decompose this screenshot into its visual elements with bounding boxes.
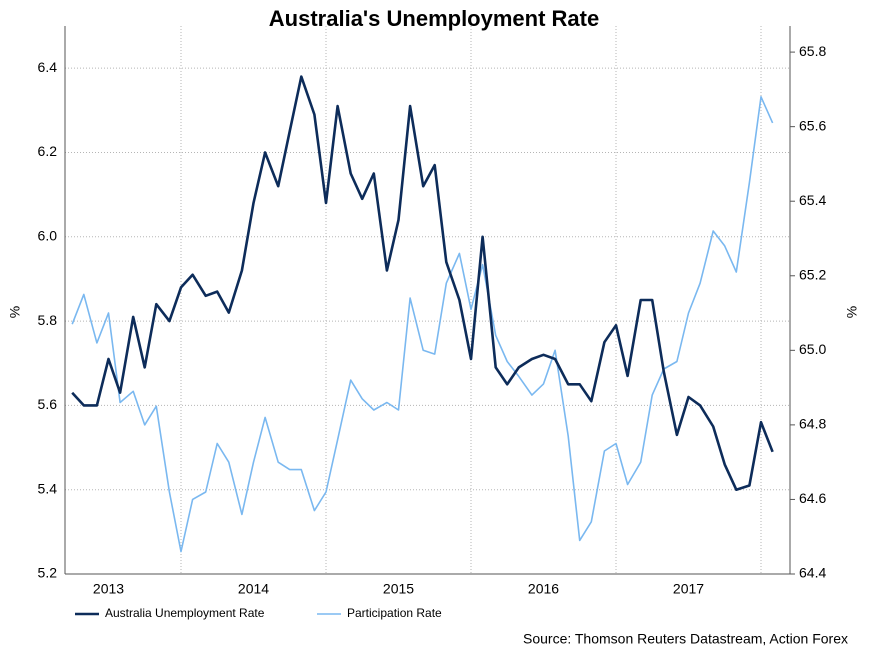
- y2-tick-label: 64.6: [799, 490, 826, 506]
- y2-tick-label: 65.4: [799, 192, 826, 208]
- x-tick-label: 2015: [383, 581, 414, 597]
- y-tick-label: 6.0: [38, 227, 58, 243]
- x-tick-label: 2016: [528, 581, 559, 597]
- y-tick-label: 5.6: [38, 396, 58, 412]
- y2-tick-label: 65.6: [799, 117, 826, 133]
- x-tick-label: 2014: [238, 581, 269, 597]
- y2-axis-label: %: [844, 306, 860, 318]
- y2-tick-label: 64.4: [799, 565, 826, 581]
- y-tick-label: 5.8: [38, 312, 58, 328]
- y2-tick-label: 65.2: [799, 266, 826, 282]
- x-tick-label: 2013: [93, 581, 124, 597]
- series-line: [71, 75, 774, 491]
- y-tick-label: 6.2: [38, 143, 58, 159]
- legend-label: Australia Unemployment Rate: [105, 606, 265, 620]
- x-tick-label: 2017: [673, 581, 704, 597]
- y-tick-label: 6.4: [38, 59, 58, 75]
- y2-tick-label: 65.8: [799, 43, 826, 59]
- source-note: Source: Thomson Reuters Datastream, Acti…: [523, 631, 848, 647]
- legend-label: Participation Rate: [347, 606, 442, 620]
- y-tick-label: 5.4: [38, 480, 58, 496]
- y-tick-label: 5.2: [38, 565, 58, 581]
- chart-title: Australia's Unemployment Rate: [269, 6, 599, 31]
- series-line: [71, 96, 774, 553]
- y-axis-label: %: [7, 306, 23, 318]
- y2-tick-label: 65.0: [799, 341, 826, 357]
- y2-tick-label: 64.8: [799, 416, 826, 432]
